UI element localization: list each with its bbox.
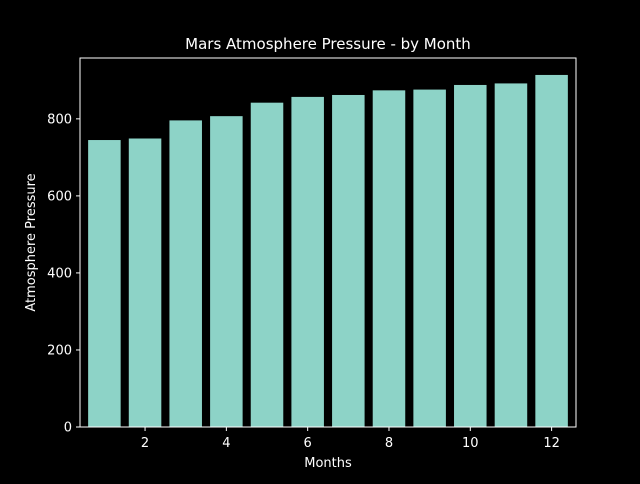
x-tick-label: 2 xyxy=(141,436,149,451)
bar-month-3 xyxy=(169,120,202,428)
bar-month-5 xyxy=(250,102,284,428)
x-tick-label: 8 xyxy=(385,436,393,451)
x-tick-label: 6 xyxy=(304,436,312,451)
x-tick-label: 4 xyxy=(222,436,230,451)
bar-month-12 xyxy=(535,74,568,427)
bar-month-9 xyxy=(413,89,446,427)
x-tick-label: 10 xyxy=(462,436,479,451)
chart-title: Mars Atmosphere Pressure - by Month xyxy=(185,35,471,53)
y-axis: 0 200 400 600 800 xyxy=(47,112,80,436)
bar-month-7 xyxy=(332,94,365,427)
x-axis: 2 4 6 8 10 12 xyxy=(141,427,560,451)
bar-month-2 xyxy=(128,138,162,427)
bar-month-8 xyxy=(372,90,406,427)
bars-layer xyxy=(88,74,568,428)
bar-month-6 xyxy=(291,96,324,428)
bar-month-1 xyxy=(88,140,121,428)
y-axis-label: Atmosphere Pressure xyxy=(24,173,39,311)
x-axis-label: Months xyxy=(304,456,352,471)
y-tick-label: 600 xyxy=(47,189,72,204)
y-tick-label: 400 xyxy=(47,266,72,281)
y-tick-label: 0 xyxy=(64,421,72,436)
plot-frame xyxy=(79,57,577,428)
bar-month-11 xyxy=(494,83,528,428)
y-tick-label: 800 xyxy=(47,112,72,127)
bar-month-10 xyxy=(454,84,487,428)
y-tick-label: 200 xyxy=(47,343,72,358)
bar-month-4 xyxy=(210,116,243,427)
x-tick-label: 12 xyxy=(543,436,560,451)
